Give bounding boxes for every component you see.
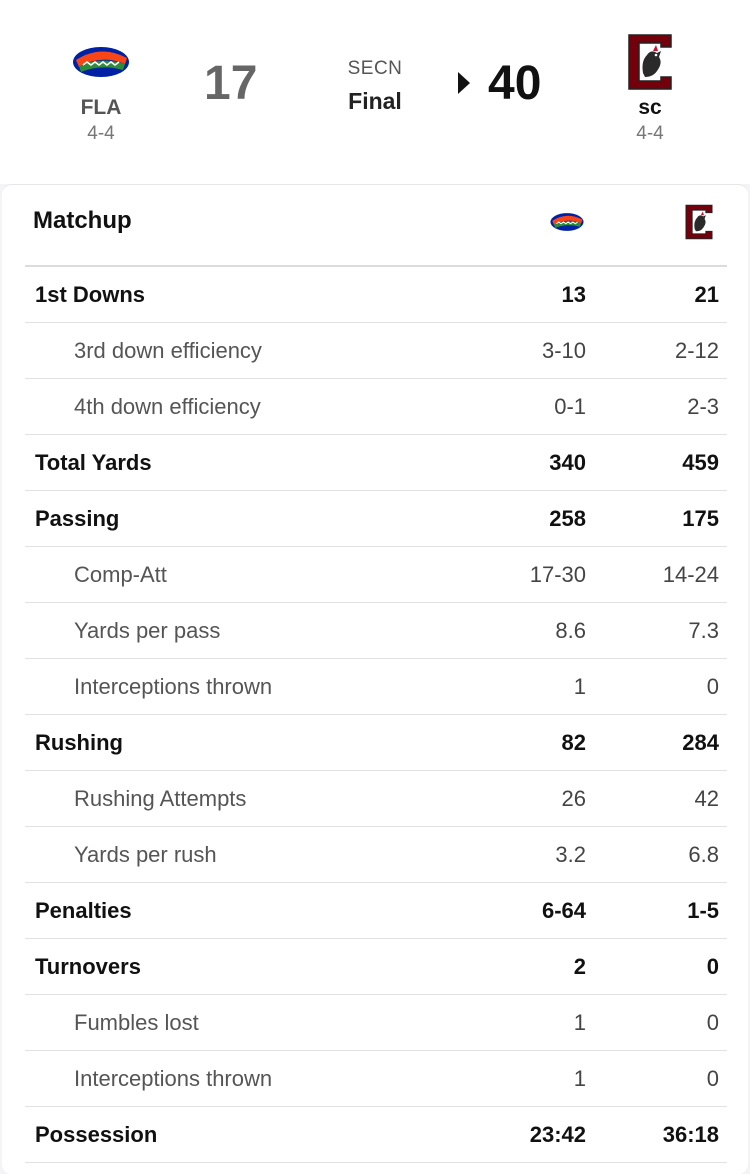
broadcast-network: SECN [347,58,403,79]
home-stat-value: 42 [694,786,719,811]
home-stat-value: 0 [706,674,719,699]
away-team[interactable]: FLA 4-4 [31,30,171,145]
stat-label: 3rd down efficiency [74,338,262,363]
home-stat-value: 459 [682,450,719,475]
away-stat-value: 26 [561,786,586,811]
stat-label: Rushing Attempts [74,786,247,811]
home-stat-value: 0 [706,954,719,979]
stat-row: Penalties 6-64 1-5 [25,883,727,939]
stat-row: Passing 258 175 [25,491,727,547]
away-stat-value: 3-10 [541,338,586,363]
away-stat-value: 23:42 [529,1122,586,1147]
home-stat-value: 175 [682,506,719,531]
stat-label: 1st Downs [35,282,146,307]
stat-label: Comp-Att [74,562,167,587]
stat-label: Turnovers [35,954,141,979]
stat-row: Possession 23:42 36:18 [25,1107,727,1163]
stat-row: Yards per pass 8.6 7.3 [25,603,727,659]
matchup-header: Matchup [25,185,727,267]
away-stat-value: 3.2 [555,842,586,867]
winner-arrow-icon [458,72,470,94]
home-stat-value: 2-3 [687,394,719,419]
home-team-record: 4-4 [636,123,664,144]
away-stat-value: 258 [549,506,586,531]
away-stat-value: 1 [573,1010,586,1035]
stat-row: Total Yards 340 459 [25,435,727,491]
stat-label: Yards per rush [74,842,217,867]
stat-label: Possession [35,1122,158,1147]
home-stat-value: 14-24 [662,562,719,587]
away-team-record: 4-4 [87,123,115,144]
game-state: Final [348,88,402,114]
home-stat-value: 2-12 [674,338,719,363]
stat-row: Yards per rush 3.2 6.8 [25,827,727,883]
stat-table: 1st Downs 13 21 3rd down efficiency 3-10 2-12… [25,267,727,1163]
home-team-abbr: sc [638,96,662,119]
away-score: 17 [204,57,258,110]
matchup-card: Matchup 1st Downs 13 21 3rd down efficiency… [2,184,748,1174]
stat-label: Penalties [35,898,132,923]
home-stat-value: 36:18 [662,1122,719,1147]
home-stat-value: 0 [706,1066,719,1091]
stat-label: Interceptions thrown [74,674,273,699]
home-stat-value: 6.8 [688,842,719,867]
home-stat-value: 0 [706,1010,719,1035]
away-stat-value: 1 [573,674,586,699]
away-stat-value: 13 [561,282,586,307]
florida-gators-logo-icon [31,30,171,94]
home-team[interactable]: sc 4-4 [580,30,720,145]
stat-label: Total Yards [35,450,152,475]
away-stat-value: 0-1 [554,394,586,419]
away-stat-value: 2 [573,954,586,979]
away-stat-value: 6-64 [541,898,586,923]
away-stat-value: 17-30 [529,562,586,587]
stat-row: 1st Downs 13 21 [25,267,727,323]
home-stat-value: 21 [694,282,719,307]
away-stat-value: 82 [561,730,586,755]
stat-row: Rushing 82 284 [25,715,727,771]
stat-row: Interceptions thrown 1 0 [25,659,727,715]
stat-label: Interceptions thrown [74,1066,273,1091]
south-carolina-gamecocks-logo-icon [580,30,720,94]
game-status: SECN Final [300,58,450,115]
stat-row: Comp-Att 17-30 14-24 [25,547,727,603]
home-stat-value: 7.3 [688,618,719,643]
stat-label: Passing [35,506,120,531]
scoreboard-header: FLA 4-4 17 SECN Final 40 sc 4-4 [0,0,750,184]
stat-row: 4th down efficiency 0-1 2-3 [25,379,727,435]
home-stat-value: 284 [682,730,719,755]
away-stat-value: 340 [549,450,586,475]
away-team-abbr: FLA [80,96,122,119]
stat-label: Rushing [35,730,123,755]
south-carolina-small-logo-icon [677,203,721,241]
stat-label: Yards per pass [74,618,221,643]
home-score: 40 [488,57,542,110]
stat-row: 3rd down efficiency 3-10 2-12 [25,323,727,379]
stat-row: Rushing Attempts 26 42 [25,771,727,827]
stat-row: Turnovers 2 0 [25,939,727,995]
florida-gators-small-logo-icon [545,203,589,241]
stat-row: Interceptions thrown 1 0 [25,1051,727,1107]
away-stat-value: 8.6 [555,618,586,643]
home-stat-value: 1-5 [687,898,719,923]
away-stat-value: 1 [573,1066,586,1091]
stat-label: Fumbles lost [74,1010,199,1035]
stat-label: 4th down efficiency [74,394,261,419]
matchup-title: Matchup [33,207,132,234]
stat-row: Fumbles lost 1 0 [25,995,727,1051]
